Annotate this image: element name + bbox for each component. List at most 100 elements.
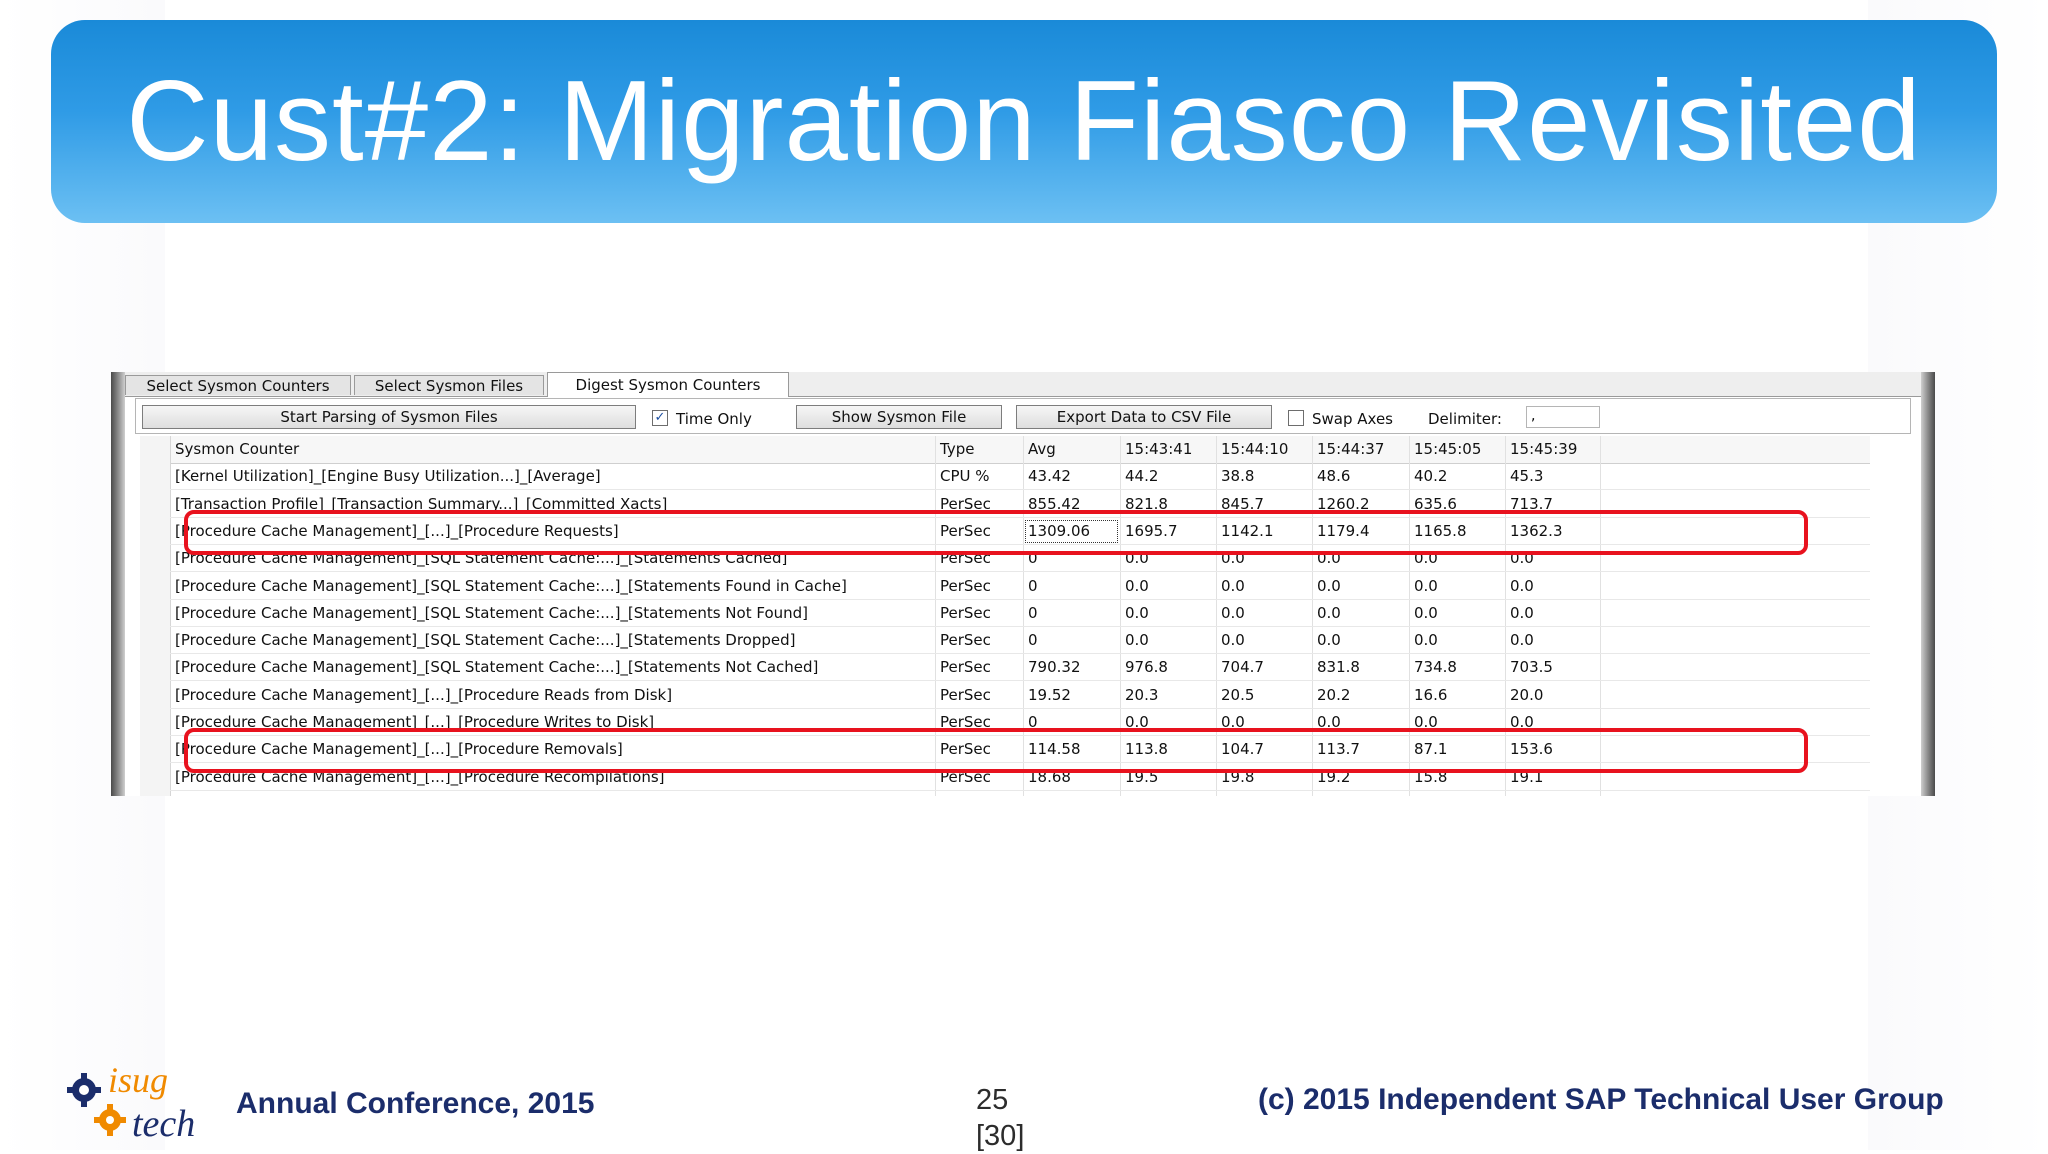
table-cell-type[interactable]: PerSec [940, 740, 991, 758]
table-cell-value[interactable]: 0.0 [1125, 604, 1149, 622]
table-cell-value[interactable]: 104.7 [1221, 740, 1264, 758]
table-cell-value[interactable]: 976.8 [1125, 658, 1168, 676]
table-cell-type[interactable]: PerSec [940, 522, 991, 540]
table-cell-value[interactable]: 0.0 [1510, 577, 1534, 595]
table-cell-counter[interactable]: [Procedure Cache Management]_[SQL Statem… [175, 631, 796, 649]
table-cell-counter[interactable]: [Procedure Cache Management]_[SQL Statem… [175, 604, 809, 622]
table-cell-value[interactable]: 0 [1028, 549, 1038, 567]
table-cell-value[interactable]: 1695.7 [1125, 522, 1178, 540]
table-cell-value[interactable]: 0.0 [1221, 713, 1245, 731]
table-cell-value[interactable]: 0.0 [1510, 604, 1534, 622]
table-header-background [170, 436, 1870, 464]
table-cell-type[interactable]: PerSec [940, 604, 991, 622]
column-header[interactable]: 15:44:37 [1317, 440, 1385, 458]
table-cell-value[interactable]: 113.8 [1125, 740, 1168, 758]
table-cell-value[interactable]: 153.6 [1510, 740, 1553, 758]
table-cell-value[interactable]: 0.0 [1125, 631, 1149, 649]
table-cell-value[interactable]: 0.0 [1125, 577, 1149, 595]
table-cell-value[interactable]: 1179.4 [1317, 522, 1370, 540]
table-cell-value[interactable]: 0.0 [1221, 604, 1245, 622]
table-cell-counter[interactable]: [Procedure Cache Management]_[SQL Statem… [175, 577, 847, 595]
table-cell-value[interactable]: 821.8 [1125, 495, 1168, 513]
column-header[interactable]: Sysmon Counter [175, 440, 300, 458]
table-cell-value[interactable]: 0 [1028, 713, 1038, 731]
table-cell-value[interactable]: 855.42 [1028, 495, 1081, 513]
table-cell-value[interactable]: 635.6 [1414, 495, 1457, 513]
table-cell-value[interactable]: 16.6 [1414, 686, 1448, 704]
table-cell-value[interactable]: 0 [1028, 604, 1038, 622]
column-header[interactable]: 15:45:05 [1414, 440, 1482, 458]
tab-digest-sysmon-counters[interactable]: Digest Sysmon Counters [547, 372, 789, 397]
table-cell-value[interactable]: 0 [1028, 577, 1038, 595]
table-cell-type[interactable]: PerSec [940, 658, 991, 676]
table-cell-value[interactable]: 0 [1028, 631, 1038, 649]
table-cell-value[interactable]: 0.0 [1221, 631, 1245, 649]
table-cell-value[interactable]: 0.0 [1317, 713, 1341, 731]
table-cell-type[interactable]: PerSec [940, 577, 991, 595]
table-cell-value[interactable]: 87.1 [1414, 740, 1448, 758]
table-cell-counter[interactable]: [Procedure Cache Management]_[...]_[Proc… [175, 522, 619, 540]
table-cell-counter[interactable]: [Procedure Cache Management]_[...]_[Proc… [175, 740, 623, 758]
table-cell-value[interactable]: 113.7 [1317, 740, 1360, 758]
table-cell-value[interactable]: 831.8 [1317, 658, 1360, 676]
table-cell-value[interactable]: 734.8 [1414, 658, 1457, 676]
table-cell-value[interactable]: 0.0 [1317, 577, 1341, 595]
table-cell-value[interactable]: 0.0 [1510, 713, 1534, 731]
table-cell-value[interactable]: 790.32 [1028, 658, 1081, 676]
table-cell-value[interactable]: 38.8 [1221, 467, 1255, 485]
table-cell-value[interactable]: 48.6 [1317, 467, 1351, 485]
export-csv-button[interactable]: Export Data to CSV File [1016, 405, 1272, 429]
table-cell-value[interactable]: 713.7 [1510, 495, 1553, 513]
table-cell-type[interactable]: PerSec [940, 686, 991, 704]
tab-select-sysmon-files[interactable]: Select Sysmon Files [354, 375, 544, 395]
table-cell-value[interactable]: 0.0 [1317, 604, 1341, 622]
column-header[interactable]: 15:43:41 [1125, 440, 1193, 458]
table-cell-type[interactable]: PerSec [940, 713, 991, 731]
table-cell-value[interactable]: 704.7 [1221, 658, 1264, 676]
tab-select-sysmon-counters[interactable]: Select Sysmon Counters [125, 375, 351, 395]
time-only-checkbox[interactable]: ✓ [652, 410, 668, 426]
table-cell-value[interactable]: 0.0 [1317, 631, 1341, 649]
table-cell-counter[interactable]: [Procedure Cache Management]_[...]_[Proc… [175, 686, 673, 704]
column-header[interactable]: 15:44:10 [1221, 440, 1289, 458]
table-cell-type[interactable]: PerSec [940, 495, 991, 513]
table-cell-value[interactable]: 20.2 [1317, 686, 1351, 704]
table-cell-value[interactable]: 1260.2 [1317, 495, 1370, 513]
column-header[interactable]: Avg [1028, 440, 1056, 458]
table-cell-value[interactable]: 0.0 [1414, 604, 1438, 622]
table-cell-value[interactable]: 0.0 [1510, 631, 1534, 649]
table-cell-value[interactable]: 1142.1 [1221, 522, 1274, 540]
swap-axes-checkbox[interactable] [1288, 410, 1304, 426]
table-cell-value[interactable]: 1309.06 [1023, 518, 1120, 545]
table-cell-value[interactable]: 44.2 [1125, 467, 1159, 485]
table-cell-value[interactable]: 0.0 [1221, 577, 1245, 595]
table-cell-value[interactable]: 1165.8 [1414, 522, 1467, 540]
table-cell-type[interactable]: PerSec [940, 631, 991, 649]
table-cell-value[interactable]: 43.42 [1028, 467, 1071, 485]
table-cell-value[interactable]: 19.52 [1028, 686, 1071, 704]
table-cell-counter[interactable]: [Procedure Cache Management]_[...]_[Proc… [175, 713, 655, 731]
table-cell-counter[interactable]: [Transaction Profile]_[Transaction Summa… [175, 495, 668, 513]
table-cell-value[interactable]: 20.5 [1221, 686, 1255, 704]
delimiter-input[interactable]: , [1526, 406, 1600, 428]
table-cell-value[interactable]: 20.3 [1125, 686, 1159, 704]
table-cell-counter[interactable]: [Kernel Utilization]_[Engine Busy Utiliz… [175, 467, 601, 485]
row-divider [170, 489, 1870, 490]
table-cell-counter[interactable]: [Procedure Cache Management]_[SQL Statem… [175, 658, 819, 676]
table-cell-value[interactable]: 845.7 [1221, 495, 1264, 513]
show-sysmon-file-button[interactable]: Show Sysmon File [796, 405, 1002, 429]
table-cell-value[interactable]: 0.0 [1414, 631, 1438, 649]
start-parsing-button[interactable]: Start Parsing of Sysmon Files [142, 405, 636, 429]
table-cell-type[interactable]: CPU % [940, 467, 990, 485]
table-cell-value[interactable]: 114.58 [1028, 740, 1081, 758]
column-header[interactable]: 15:45:39 [1510, 440, 1578, 458]
table-cell-value[interactable]: 1362.3 [1510, 522, 1563, 540]
table-cell-value[interactable]: 20.0 [1510, 686, 1544, 704]
table-cell-value[interactable]: 40.2 [1414, 467, 1448, 485]
column-header[interactable]: Type [940, 440, 975, 458]
table-cell-value[interactable]: 45.3 [1510, 467, 1544, 485]
table-cell-value[interactable]: 0.0 [1125, 713, 1149, 731]
table-cell-value[interactable]: 703.5 [1510, 658, 1553, 676]
table-cell-value[interactable]: 0.0 [1414, 577, 1438, 595]
table-cell-value[interactable]: 0.0 [1414, 713, 1438, 731]
